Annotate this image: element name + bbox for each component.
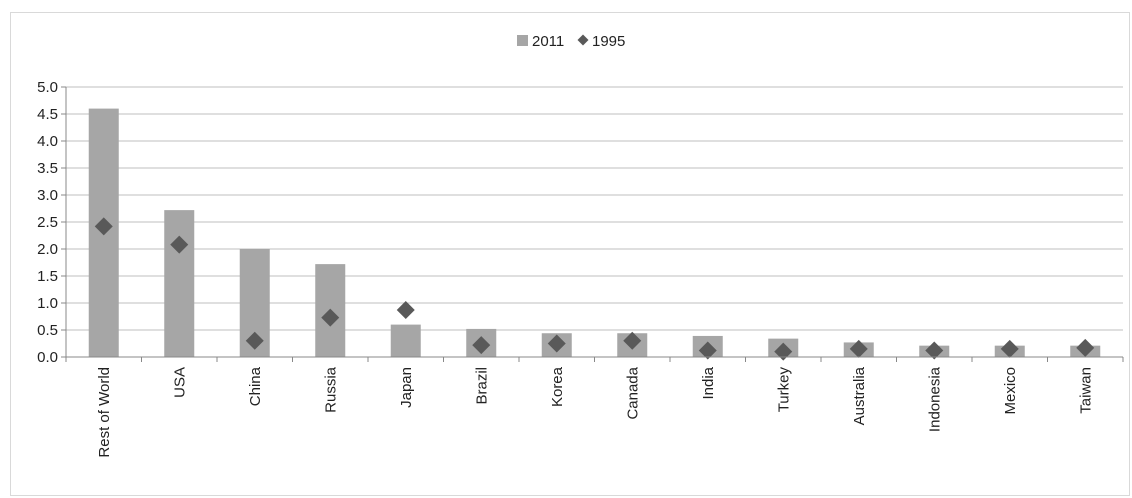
- marker-1995-11: [925, 341, 944, 360]
- x-category-label: Australia: [851, 366, 868, 425]
- x-category-label: India: [700, 366, 717, 399]
- x-category-label: Japan: [398, 367, 415, 408]
- marker-1995-3: [321, 308, 340, 327]
- x-category-label: Brazil: [473, 367, 490, 405]
- chart-frame: 0.0 0.5 1.0 1.5 2.0 2.5 3.0 3.5 4.0 4.5 5.0 Rest o…: [10, 12, 1130, 496]
- y-tick-label: 4.0: [37, 133, 58, 150]
- legend: 2011 1995: [517, 33, 625, 50]
- y-tick-label: 2.0: [37, 241, 58, 258]
- x-category-label: Taiwan: [1077, 367, 1094, 414]
- marker-1995-13: [1076, 338, 1095, 357]
- legend-label-1995: 1995: [592, 33, 625, 50]
- marker-1995-12: [1000, 339, 1019, 358]
- y-tick-label: 5.0: [37, 79, 58, 96]
- x-category-label: USA: [171, 367, 188, 398]
- y-tick-label: 3.0: [37, 187, 58, 204]
- y-axis: 0.0 0.5 1.0 1.5 2.0 2.5 3.0 3.5 4.0 4.5 5.0: [37, 79, 67, 366]
- markers-series-1995: [94, 217, 1095, 361]
- bar-2011-1: [164, 210, 195, 357]
- y-tick-label: 1.5: [37, 268, 58, 285]
- x-category-label: China: [247, 366, 264, 406]
- x-category-label: Mexico: [1002, 367, 1019, 415]
- legend-swatch-2011: [517, 35, 528, 46]
- y-tick-label: 0.0: [37, 349, 58, 366]
- marker-1995-5: [472, 336, 491, 355]
- marker-1995-1: [170, 235, 189, 254]
- legend-label-2011: 2011: [532, 33, 564, 50]
- y-tick-label: 4.5: [37, 106, 58, 123]
- x-category-label: Canada: [624, 366, 641, 419]
- x-category-label: Korea: [549, 366, 566, 407]
- bars-series-2011: [88, 108, 1101, 357]
- bar-chart: 0.0 0.5 1.0 1.5 2.0 2.5 3.0 3.5 4.0 4.5 5.0 Rest o…: [37, 33, 1124, 458]
- x-category-label: Indonesia: [926, 366, 943, 432]
- marker-1995-2: [245, 331, 264, 350]
- marker-1995-0: [94, 217, 113, 236]
- gridlines: [66, 86, 1123, 358]
- marker-1995-6: [547, 334, 566, 353]
- y-tick-label: 1.0: [37, 295, 58, 312]
- x-axis: Rest of World USA China Russia Japan Brazil Ko…: [65, 356, 1124, 458]
- legend-marker-1995: [577, 34, 589, 46]
- y-tick-label: 2.5: [37, 214, 58, 231]
- marker-1995-7: [623, 331, 642, 350]
- x-category-label: Turkey: [775, 367, 792, 413]
- marker-1995-9: [774, 342, 793, 361]
- marker-1995-4: [396, 301, 415, 320]
- x-category-label: Rest of World: [96, 367, 113, 458]
- y-tick-label: 3.5: [37, 160, 58, 177]
- x-category-label: Russia: [322, 366, 339, 413]
- marker-1995-8: [698, 341, 717, 360]
- bar-2011-4: [390, 324, 421, 357]
- marker-1995-10: [849, 339, 868, 358]
- y-tick-label: 0.5: [37, 322, 58, 339]
